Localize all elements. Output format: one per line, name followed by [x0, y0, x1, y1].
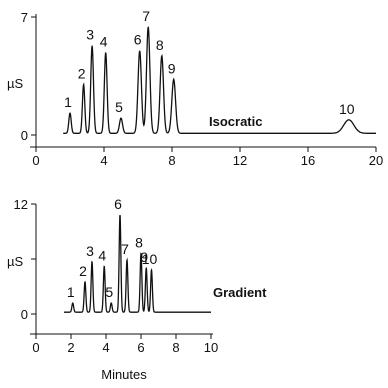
- gradient-y-ticks: 0 12: [14, 197, 36, 322]
- gradient-peak-label-1: 1: [67, 284, 75, 300]
- isocratic-x-tick-label: 20: [369, 153, 383, 168]
- gradient-peak-label-6: 6: [114, 196, 122, 212]
- isocratic-peak-label-4: 4: [100, 33, 108, 49]
- isocratic-trace: [63, 26, 376, 134]
- gradient-y-axis-title: µS: [7, 254, 23, 269]
- isocratic-x-tick-label: 12: [233, 153, 247, 168]
- isocratic-peak-label-6: 6: [134, 32, 142, 48]
- gradient-x-tick-label: 10: [204, 340, 218, 355]
- gradient-trace: [64, 214, 211, 313]
- isocratic-peak-label-3: 3: [86, 27, 94, 43]
- gradient-peak-label-8: 8: [135, 235, 143, 251]
- isocratic-y-axis-title: µS: [7, 76, 23, 91]
- isocratic-y-ticks: 07: [21, 10, 36, 143]
- gradient-peak-label-2: 2: [79, 263, 87, 279]
- isocratic-peak-label-8: 8: [156, 37, 164, 53]
- gradient-series-label: Gradient: [213, 285, 267, 300]
- isocratic-peak-label-7: 7: [142, 8, 150, 24]
- gradient-peak-label-5: 5: [105, 284, 113, 300]
- gradient-x-tick-label: 2: [67, 340, 74, 355]
- isocratic-series-label: Isocratic: [209, 114, 262, 129]
- gradient-x-ticks: 0 2 4 6 8 10: [32, 334, 218, 355]
- isocratic-x-ticks: 0 4 8 12 16 20: [32, 147, 383, 168]
- isocratic-y-tick-label: 0: [21, 128, 28, 143]
- isocratic-y-tick-label: 7: [21, 10, 28, 25]
- gradient-x-tick-label: 4: [102, 340, 109, 355]
- isocratic-x-tick-label: 8: [168, 153, 175, 168]
- gradient-y-tick-label: 12: [14, 197, 28, 212]
- gradient-x-tick-label: 6: [137, 340, 144, 355]
- isocratic-peak-label-2: 2: [78, 65, 86, 81]
- isocratic-x-tick-label: 4: [100, 153, 107, 168]
- gradient-peak-label-9: 9: [140, 249, 148, 265]
- gradient-peak-label-3: 3: [86, 243, 94, 259]
- isocratic-peak-label-5: 5: [115, 99, 123, 115]
- gradient-x-tick-label: 8: [172, 340, 179, 355]
- gradient-peak-label-4: 4: [98, 247, 106, 263]
- gradient-peak-label-7: 7: [121, 241, 129, 257]
- isocratic-x-tick-label: 0: [32, 153, 39, 168]
- gradient-x-axis-title: Minutes: [101, 367, 147, 382]
- gradient-peak-label-10: 10: [142, 251, 158, 267]
- isocratic-peak-label-1: 1: [64, 94, 72, 110]
- isocratic-peak-label-9: 9: [168, 60, 176, 76]
- gradient-y-tick-label: 0: [21, 307, 28, 322]
- isocratic-x-tick-label: 16: [301, 153, 315, 168]
- gradient-x-tick-label: 0: [32, 340, 39, 355]
- isocratic-peak-label-10: 10: [339, 101, 355, 117]
